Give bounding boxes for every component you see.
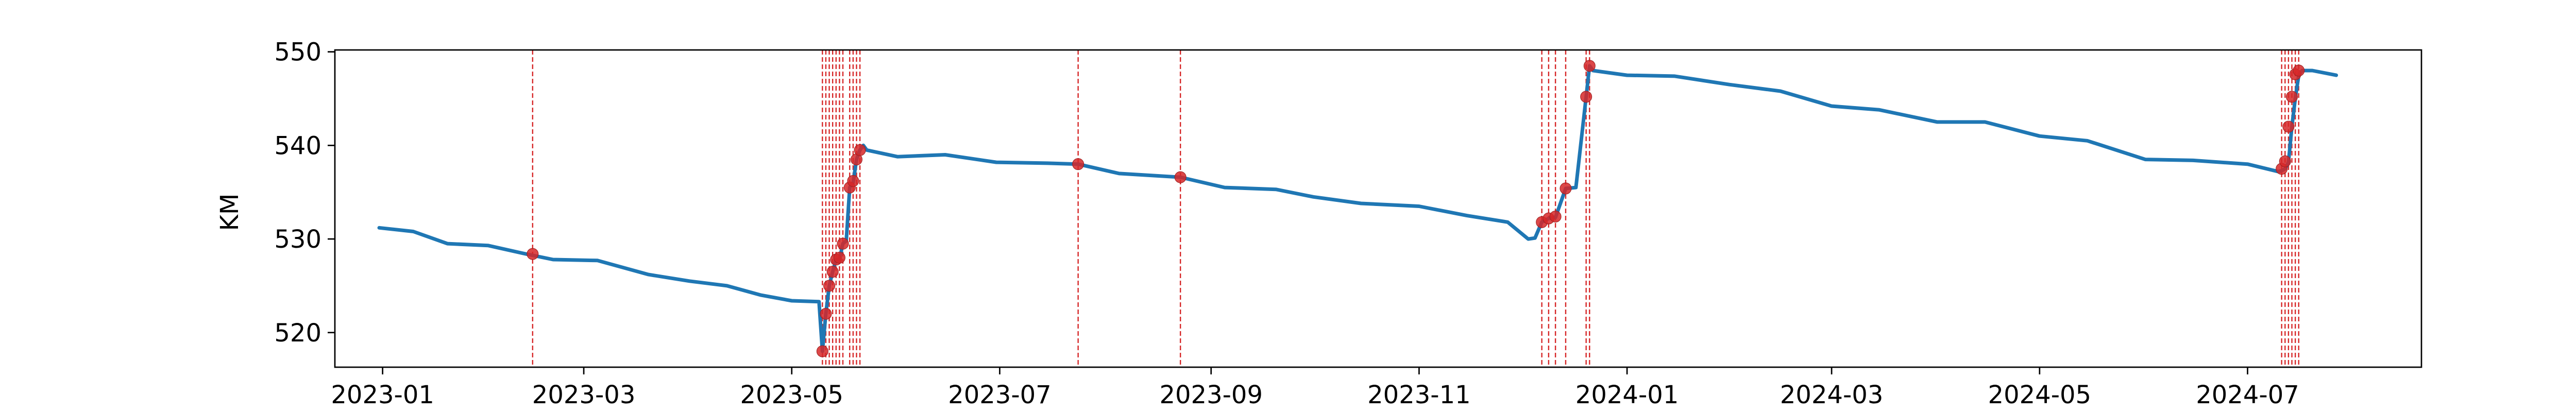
event-marker	[1549, 210, 1562, 222]
series-line	[377, 64, 2338, 353]
y-axis: 520 530 540 550	[274, 38, 335, 348]
y-tick-label: 550	[274, 38, 321, 67]
event-marker	[2282, 121, 2295, 133]
x-tick-label: 2023-07	[948, 381, 1052, 409]
y-tick-label: 530	[274, 225, 321, 254]
x-tick-label: 2023-05	[740, 381, 843, 409]
event-lines	[532, 50, 2299, 367]
event-marker	[1580, 91, 1592, 103]
event-marker	[854, 144, 866, 156]
event-marker	[826, 266, 839, 278]
event-marker	[527, 248, 539, 260]
event-marker	[833, 251, 845, 264]
x-tick-label: 2023-03	[532, 381, 636, 409]
x-tick-label: 2023-11	[1367, 381, 1471, 409]
x-tick-label: 2023-09	[1159, 381, 1263, 409]
plot-frame	[334, 49, 2422, 368]
event-marker	[1174, 171, 1187, 183]
event-marker	[837, 237, 849, 250]
x-tick-label: 2024-05	[1988, 381, 2092, 409]
y-tick-label: 520	[274, 319, 321, 348]
x-tick-label: 2023-01	[331, 381, 434, 409]
event-marker	[2293, 64, 2305, 77]
event-marker	[1560, 182, 1572, 195]
y-tick-label: 540	[274, 131, 321, 160]
x-axis: 2023-01 2023-03 2023-05 2023-07 2023-09 2023-…	[331, 367, 2299, 409]
event-marker	[847, 175, 859, 187]
event-marker	[2286, 91, 2298, 103]
x-tick-label: 2024-01	[1575, 381, 1679, 409]
series-line-layer	[377, 64, 2338, 353]
y-axis-label: KM	[215, 194, 244, 231]
event-marker	[1583, 60, 1596, 72]
event-marker	[816, 345, 828, 357]
x-tick-label: 2024-07	[2196, 381, 2299, 409]
event-marker	[820, 307, 832, 320]
event-marker	[2279, 155, 2291, 167]
event-markers	[527, 60, 2305, 357]
x-tick-label: 2024-03	[1780, 381, 1884, 409]
event-marker	[823, 280, 836, 292]
event-marker	[1072, 158, 1084, 170]
